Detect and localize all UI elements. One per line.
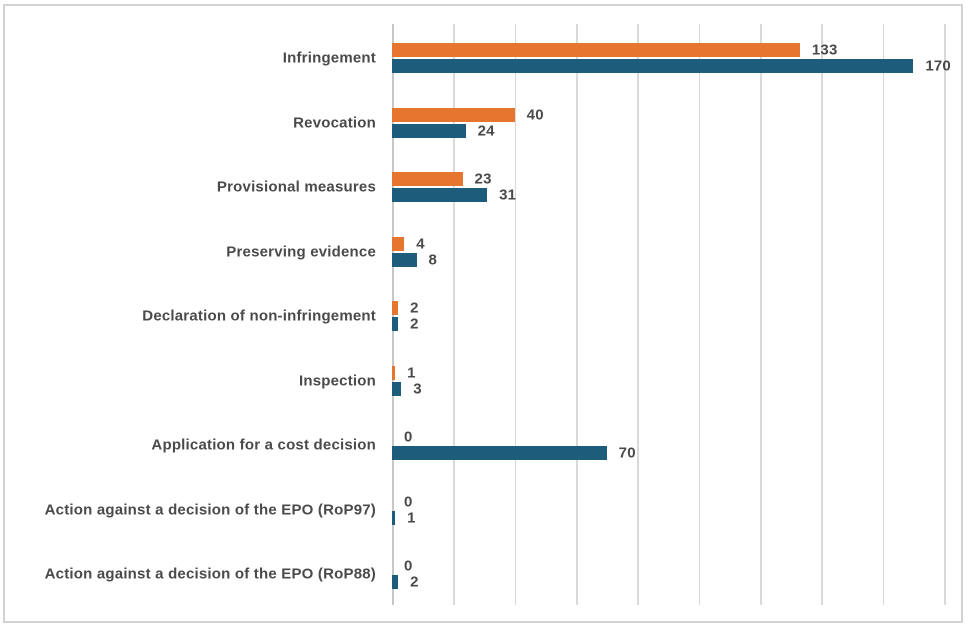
category-label: Revocation [293,114,376,132]
bar-orange [392,107,515,122]
category-label: Action against a decision of the EPO (Ro… [44,565,376,583]
value-label: 24 [477,122,495,140]
bar-blue [392,510,396,525]
value-label: 170 [925,57,951,75]
category-label: Action against a decision of the EPO (Ro… [44,501,376,519]
gridline [453,24,455,605]
value-label: 1 [407,509,416,527]
bar-blue [392,317,399,332]
gridline [698,24,701,605]
category-label: Infringement [282,49,376,67]
value-label: 4 [416,235,425,253]
bar-orange [392,301,399,316]
bar-orange [392,172,463,187]
value-label: 23 [474,170,492,188]
value-label: 1 [407,364,416,382]
bar-blue [392,59,914,74]
category-label: Application for a cost decision [151,436,376,454]
category-label: Declaration of non-infringement [142,307,376,325]
bar-orange [392,43,800,58]
category-label: Provisional measures [216,178,376,196]
bar-orange [392,236,405,251]
bar-blue [392,575,399,590]
value-label: 31 [499,186,517,204]
value-label: 0 [404,493,413,511]
category-label: Preserving evidence [226,243,376,261]
bar-blue [392,252,417,267]
value-label: 133 [811,41,838,59]
chart-plot-area: Infringement 133 170 Revocation 40 24 Provisio… [5,6,961,621]
value-label: 3 [413,380,422,398]
bar-chart-figure: Infringement 133 170 Revocation 40 24 Provisio… [3,4,963,623]
value-label: 0 [404,428,413,446]
gridline [576,24,578,605]
value-label: 40 [526,106,544,124]
gridline [514,24,517,605]
bar-blue [392,123,466,138]
gridline [760,24,762,605]
value-label: 8 [428,251,438,269]
value-label: 0 [404,557,413,575]
bar-blue [392,446,607,461]
value-label: 70 [618,444,636,462]
gridline [821,24,823,605]
category-label: Inspection [298,372,376,390]
gridline [882,24,885,605]
bar-blue [392,188,488,203]
gridline [637,24,639,605]
bar-orange [392,365,396,380]
value-label: 2 [410,315,419,333]
value-label: 2 [410,573,419,591]
gridline [944,24,946,605]
value-label: 2 [410,299,419,317]
bar-blue [392,381,402,396]
